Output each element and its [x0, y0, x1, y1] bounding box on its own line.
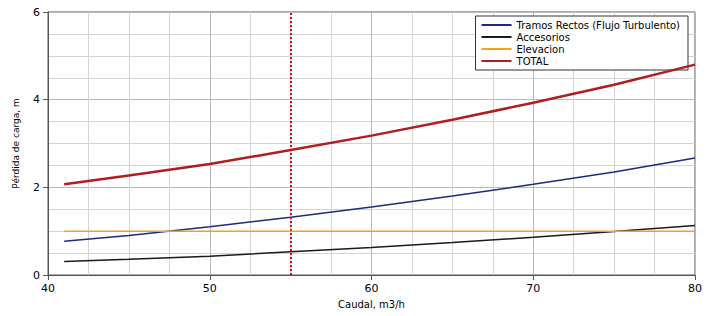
- svg-text:6: 6: [33, 6, 40, 19]
- svg-text:Tramos Rectos (Flujo Turbulent: Tramos Rectos (Flujo Turbulento): [516, 20, 681, 31]
- svg-text:70: 70: [526, 282, 540, 295]
- svg-text:Pérdida de carga, m: Pérdida de carga, m: [11, 98, 21, 188]
- svg-text:60: 60: [365, 282, 379, 295]
- svg-text:50: 50: [203, 282, 217, 295]
- svg-text:80: 80: [688, 282, 702, 295]
- svg-text:Elevacion: Elevacion: [517, 44, 565, 55]
- svg-text:4: 4: [33, 93, 40, 106]
- svg-text:2: 2: [33, 181, 40, 194]
- svg-text:Accesorios: Accesorios: [517, 32, 570, 43]
- svg-text:Caudal, m3/h: Caudal, m3/h: [338, 299, 405, 310]
- svg-text:0: 0: [33, 269, 40, 282]
- svg-text:40: 40: [41, 282, 55, 295]
- svg-text:TOTAL: TOTAL: [516, 56, 549, 67]
